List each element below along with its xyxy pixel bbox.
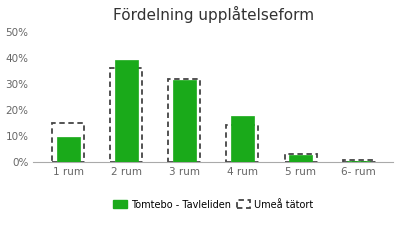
- Legend: Tomtebo - Tavleliden, Umeå tätort: Tomtebo - Tavleliden, Umeå tätort: [109, 196, 317, 214]
- Title: Fördelning upplåtelseform: Fördelning upplåtelseform: [113, 6, 314, 23]
- Bar: [52, 123, 84, 162]
- Bar: [57, 137, 80, 162]
- Bar: [347, 161, 370, 162]
- Bar: [227, 125, 259, 162]
- Bar: [231, 116, 254, 162]
- Bar: [168, 78, 200, 162]
- Bar: [173, 80, 196, 162]
- Bar: [343, 160, 375, 162]
- Bar: [289, 155, 312, 162]
- Bar: [111, 68, 142, 162]
- Bar: [284, 154, 316, 162]
- Bar: [115, 60, 138, 162]
